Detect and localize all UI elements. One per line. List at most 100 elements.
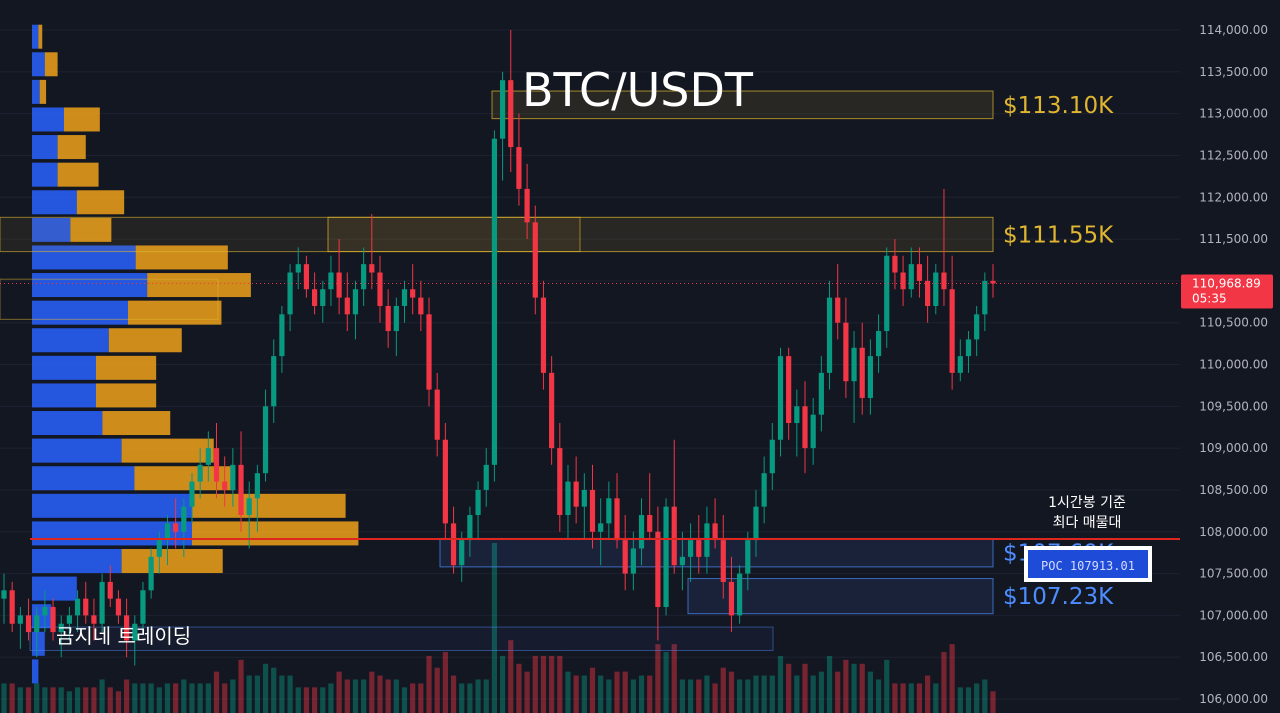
profile-sell-bar xyxy=(44,52,58,77)
profile-sell-bar xyxy=(57,135,86,160)
candle-body xyxy=(598,523,604,532)
volume-bar xyxy=(753,675,759,713)
candle-body xyxy=(557,448,563,516)
volume-bar xyxy=(336,671,342,713)
candle-body xyxy=(115,598,122,616)
volume-bars xyxy=(1,543,996,713)
volume-bar xyxy=(663,652,669,713)
candle-body xyxy=(916,264,923,281)
zone-box-lower xyxy=(29,626,774,651)
watermark-text: 곰지네 트레이딩 xyxy=(56,624,191,648)
volume-bar xyxy=(140,683,146,713)
volume-bar xyxy=(410,683,416,713)
y-tick-label: 108,500.00 xyxy=(1199,483,1268,497)
zone-box xyxy=(439,537,994,568)
candle-body xyxy=(573,481,579,507)
candle-body xyxy=(246,498,252,516)
candle-body xyxy=(213,448,220,482)
profile-buy-bar xyxy=(32,493,192,518)
volume-bar xyxy=(205,683,211,713)
profile-buy-bar xyxy=(32,135,58,160)
candle-body xyxy=(410,289,416,298)
profile-buy-bar xyxy=(32,190,77,215)
volume-bar xyxy=(352,679,359,713)
volume-bar xyxy=(254,675,260,713)
volume-bar xyxy=(279,675,285,713)
profile-buy-bar xyxy=(32,52,45,77)
volume-bar xyxy=(262,663,269,713)
candle-body xyxy=(336,272,342,298)
candle-body xyxy=(974,314,980,340)
volume-bar xyxy=(696,679,702,713)
y-tick-label: 112,000.00 xyxy=(1199,190,1268,204)
y-tick-label: 114,000.00 xyxy=(1199,23,1268,37)
candle-body xyxy=(606,498,612,524)
current-price-label: 110,968.89 xyxy=(1192,276,1261,290)
candle-body xyxy=(222,481,228,490)
candle-body xyxy=(205,448,211,465)
candle-body xyxy=(892,255,898,273)
candle-body xyxy=(442,439,448,524)
candle-body xyxy=(450,523,457,566)
candle-body xyxy=(630,548,636,574)
volume-bar xyxy=(737,679,743,713)
volume-bar xyxy=(982,679,988,713)
volume-bar xyxy=(66,691,72,713)
volume-bar xyxy=(516,663,522,713)
candle-body xyxy=(17,615,23,624)
candle-body xyxy=(9,590,15,624)
candle-body xyxy=(295,264,301,273)
volume-bar xyxy=(843,659,849,713)
candle-body xyxy=(434,389,440,440)
volume-bar xyxy=(499,655,506,713)
volume-bar xyxy=(598,675,604,713)
y-tick-label: 107,500.00 xyxy=(1199,567,1268,581)
profile-buy-bar xyxy=(32,631,45,656)
profile-sell-bar xyxy=(39,79,47,104)
candle-body xyxy=(467,515,473,541)
volume-bar xyxy=(369,671,375,713)
volume-bar xyxy=(777,655,784,713)
volume-bar xyxy=(916,683,923,713)
volume-bar xyxy=(328,683,334,713)
volume-bar xyxy=(442,652,448,713)
candle-body xyxy=(475,489,481,516)
candle-body xyxy=(393,305,399,332)
volume-bar xyxy=(540,655,547,713)
candle-body xyxy=(25,615,32,633)
profile-sell-bar xyxy=(96,383,157,408)
candle-body xyxy=(311,289,318,306)
candle-body xyxy=(491,138,498,465)
candle-body xyxy=(320,289,326,306)
candle-body xyxy=(884,255,890,332)
profile-buy-bar xyxy=(32,466,135,491)
profile-sell-bar xyxy=(76,190,125,215)
volume-bar xyxy=(794,675,800,713)
y-tick-label: 110,000.00 xyxy=(1199,358,1268,372)
volume-bar xyxy=(34,683,40,713)
volume-bar xyxy=(875,679,882,713)
volume-bar xyxy=(418,683,424,713)
candle-body xyxy=(156,540,162,557)
candle-body xyxy=(66,615,72,624)
volume-bar xyxy=(810,675,816,713)
candle-body xyxy=(262,406,269,474)
volume-bar xyxy=(900,683,906,713)
volume-bar xyxy=(630,679,636,713)
candle-body xyxy=(238,464,244,516)
profile-buy-bar xyxy=(32,549,122,574)
volume-bar xyxy=(197,683,203,713)
profile-sell-bar xyxy=(192,521,359,546)
candle-body xyxy=(843,322,849,382)
candle-body xyxy=(581,489,587,507)
volume-bar xyxy=(25,687,32,713)
volume-bar xyxy=(647,675,653,713)
poc-note-line1: 1시간봉 기준 xyxy=(1048,495,1126,511)
candle-body xyxy=(704,523,710,557)
volume-bar xyxy=(164,683,171,713)
candle-body xyxy=(254,473,260,499)
candle-body xyxy=(933,272,939,306)
y-tick-label: 106,500.00 xyxy=(1199,650,1268,664)
profile-sell-bar xyxy=(147,273,251,298)
